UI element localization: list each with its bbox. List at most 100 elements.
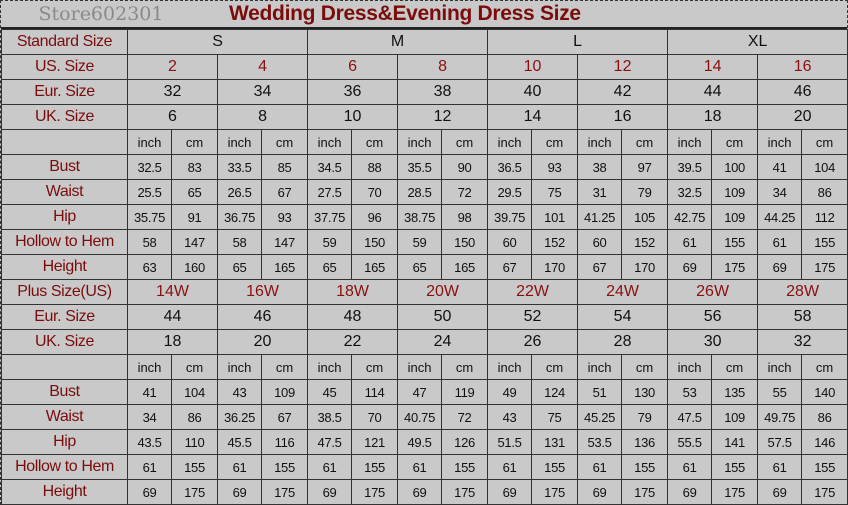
inch-value: 69	[487, 479, 533, 505]
cm-value: 175	[801, 479, 848, 505]
plus-bust-row: Bust 41 104 43 109 45 114 47 119 49 124 51 130 53 135 5…	[1, 379, 848, 405]
us-size-cell: 20W	[397, 279, 489, 305]
cm-value: 121	[351, 429, 399, 455]
cm-value: 93	[260, 204, 309, 230]
inch-value: 25.5	[127, 179, 172, 205]
inch-value: 43.5	[127, 429, 172, 455]
cm-value: 147	[171, 229, 218, 255]
plus-uk-size-row: UK. Size 18 20 22 24 26 28 30 32	[1, 329, 848, 355]
inch-value: 51.5	[487, 429, 533, 455]
unit-cm: cm	[801, 354, 848, 380]
chart-title: Wedding Dress&Evening Dress Size	[229, 2, 581, 25]
inch-value: 61	[667, 454, 713, 480]
cm-value: 165	[260, 254, 309, 280]
cm-value: 155	[260, 454, 309, 480]
cm-value: 96	[351, 204, 399, 230]
us-size-cell: 22W	[487, 279, 579, 305]
inch-value: 44.25	[757, 204, 803, 230]
row-label: Standard Size	[1, 29, 128, 55]
inch-value: 61	[487, 454, 533, 480]
empty-cell	[1, 129, 128, 155]
inch-value: 32.5	[667, 179, 713, 205]
standard-bust-row: Bust 32.5 83 33.5 85 34.5 88 35.5 90 36.5 93 38 97 39…	[1, 154, 848, 180]
cm-value: 155	[801, 229, 848, 255]
row-label: Hip	[1, 429, 128, 455]
unit-cm: cm	[260, 129, 309, 155]
cm-value: 170	[531, 254, 579, 280]
unit-inch: inch	[487, 354, 533, 380]
unit-cm: cm	[711, 129, 759, 155]
eur-size-cell: 58	[757, 304, 848, 330]
cm-value: 147	[260, 229, 309, 255]
row-label: Hollow to Hem	[1, 229, 128, 255]
plus-us-size-row: Plus Size(US) 14W 16W 18W 20W 22W 24W 26W 28W	[1, 279, 848, 305]
inch-value: 69	[307, 479, 353, 505]
row-label: UK. Size	[1, 104, 128, 130]
size-group-s: S	[126, 29, 309, 55]
inch-value: 38.75	[397, 204, 443, 230]
cm-value: 124	[531, 379, 579, 405]
row-label: Bust	[1, 379, 128, 405]
cm-value: 112	[801, 204, 848, 230]
eur-size-cell: 46	[216, 304, 309, 330]
cm-value: 86	[801, 179, 848, 205]
cm-value: 155	[621, 454, 669, 480]
cm-value: 175	[711, 479, 759, 505]
unit-inch: inch	[577, 129, 623, 155]
inch-value: 35.5	[397, 154, 443, 180]
inch-value: 45	[307, 379, 353, 405]
eur-size-cell: 32	[127, 79, 218, 105]
plus-eur-size-row: Eur. Size 44 46 48 50 52 54 56 58	[1, 304, 848, 330]
inch-value: 41.25	[577, 204, 623, 230]
inch-value: 29.5	[487, 179, 533, 205]
cm-value: 100	[711, 154, 759, 180]
cm-value: 136	[621, 429, 669, 455]
cm-value: 155	[801, 454, 848, 480]
us-size-cell: 28W	[757, 279, 848, 305]
eur-size-cell: 44	[127, 304, 218, 330]
eur-size-cell: 56	[667, 304, 759, 330]
inch-value: 34	[757, 179, 803, 205]
inch-value: 53.5	[577, 429, 623, 455]
cm-value: 140	[801, 379, 848, 405]
uk-size-cell: 16	[577, 104, 669, 130]
cm-value: 155	[441, 454, 489, 480]
standard-height-row: Height 63 160 65 165 65 165 65 165 67 170 67 170 69 17…	[1, 254, 848, 280]
inch-value: 39.75	[487, 204, 533, 230]
cm-value: 155	[351, 454, 399, 480]
cm-value: 116	[260, 429, 309, 455]
standard-uk-size-row: UK. Size 6 8 10 12 14 16 18 20	[1, 104, 848, 130]
plus-waist-row: Waist 34 86 36.25 67 38.5 70 40.75 72 43 75 45.25 79…	[1, 404, 848, 430]
inch-value: 40.75	[397, 404, 443, 430]
unit-cm: cm	[171, 354, 218, 380]
unit-inch: inch	[217, 129, 262, 155]
inch-value: 69	[757, 479, 803, 505]
cm-value: 175	[441, 479, 489, 505]
unit-cm: cm	[621, 354, 669, 380]
eur-size-cell: 48	[307, 304, 399, 330]
inch-value: 69	[127, 479, 172, 505]
uk-size-cell: 12	[397, 104, 489, 130]
cm-value: 170	[621, 254, 669, 280]
cm-value: 175	[711, 254, 759, 280]
cm-value: 67	[260, 404, 309, 430]
us-size-cell: 6	[307, 54, 399, 80]
cm-value: 109	[711, 404, 759, 430]
plus-hip-row: Hip 43.5 110 45.5 116 47.5 121 49.5 126 51.5 131 53…	[1, 429, 848, 455]
unit-cm: cm	[621, 129, 669, 155]
cm-value: 93	[531, 154, 579, 180]
cm-value: 175	[531, 479, 579, 505]
row-label: Plus Size(US)	[1, 279, 128, 305]
cm-value: 175	[171, 479, 218, 505]
us-size-cell: 18W	[307, 279, 399, 305]
inch-value: 33.5	[217, 154, 262, 180]
cm-value: 79	[621, 404, 669, 430]
eur-size-cell: 40	[487, 79, 579, 105]
row-label: Height	[1, 254, 128, 280]
standard-size-row: Standard Size S M L XL	[1, 29, 848, 55]
inch-value: 61	[397, 454, 443, 480]
cm-value: 155	[711, 454, 759, 480]
cm-value: 150	[351, 229, 399, 255]
empty-cell	[1, 354, 128, 380]
eur-size-cell: 38	[397, 79, 489, 105]
